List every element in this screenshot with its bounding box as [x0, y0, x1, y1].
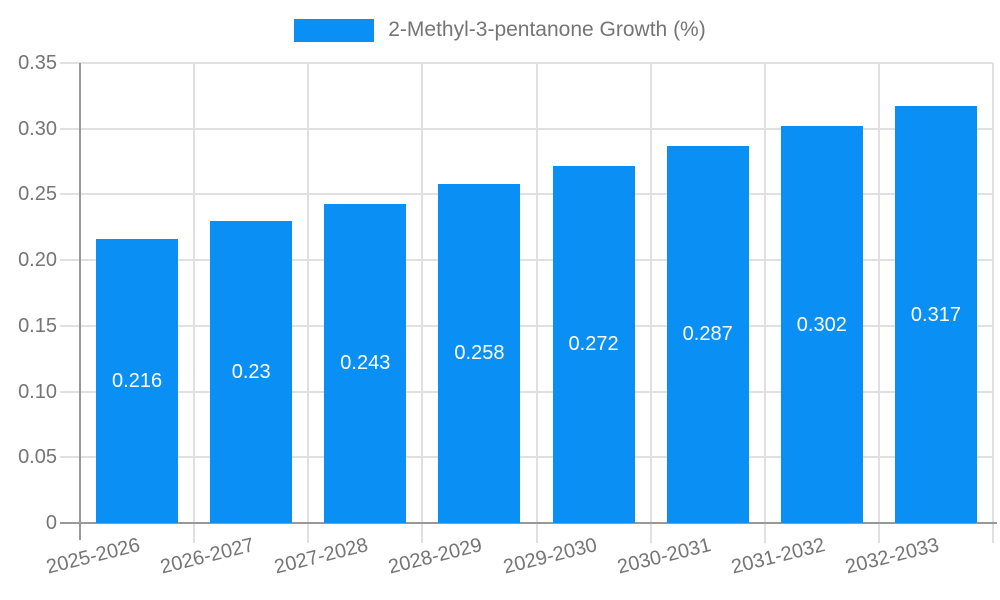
y-gridline — [60, 456, 993, 459]
legend[interactable]: 2-Methyl-3-pentanone Growth (%) — [0, 18, 1000, 42]
x-gridline — [307, 63, 310, 543]
bar-value-label: 0.23 — [231, 360, 271, 383]
bar: 0.216 — [96, 239, 179, 523]
x-gridline — [421, 63, 424, 543]
y-gridline — [60, 324, 993, 327]
y-axis-tick-label: 0 — [45, 512, 57, 534]
x-axis-line — [60, 522, 997, 524]
x-gridline — [193, 63, 196, 543]
bar-value-label: 0.317 — [910, 303, 961, 326]
y-axis-tick-label: 0.05 — [18, 446, 57, 469]
bar-value-label: 0.302 — [796, 313, 847, 336]
y-axis-tick-label: 0.35 — [18, 52, 57, 74]
y-axis-tick-label: 0.25 — [18, 183, 57, 206]
bar-value-label: 0.216 — [112, 370, 163, 393]
bar-value-label: 0.258 — [454, 342, 505, 365]
x-gridline — [649, 63, 652, 543]
bar-value-label: 0.287 — [682, 323, 733, 346]
y-gridline — [60, 127, 993, 130]
bar: 0.302 — [780, 126, 863, 523]
x-gridline — [877, 63, 880, 543]
bar: 0.287 — [666, 145, 749, 523]
legend-swatch — [294, 18, 375, 42]
y-gridline — [60, 62, 993, 64]
bar-value-label: 0.243 — [340, 352, 391, 375]
bar: 0.317 — [894, 106, 977, 523]
bar: 0.258 — [438, 183, 521, 523]
legend-label: 2-Methyl-3-pentanone Growth (%) — [388, 18, 706, 41]
y-axis-tick-label: 0.10 — [18, 380, 57, 403]
x-gridline — [992, 63, 994, 543]
y-gridline — [60, 193, 993, 196]
y-axis-tick-label: 0.15 — [18, 314, 57, 337]
x-gridline — [763, 63, 766, 543]
y-axis-line — [79, 63, 81, 540]
y-gridline — [60, 390, 993, 393]
x-gridline — [535, 63, 538, 543]
bar-value-label: 0.272 — [568, 333, 619, 356]
bar: 0.23 — [210, 220, 293, 523]
y-axis-tick-label: 0.20 — [18, 249, 57, 272]
bar: 0.243 — [324, 203, 407, 523]
bar: 0.272 — [552, 165, 635, 523]
y-axis-tick-label: 0.30 — [18, 117, 57, 140]
y-gridline — [60, 259, 993, 262]
